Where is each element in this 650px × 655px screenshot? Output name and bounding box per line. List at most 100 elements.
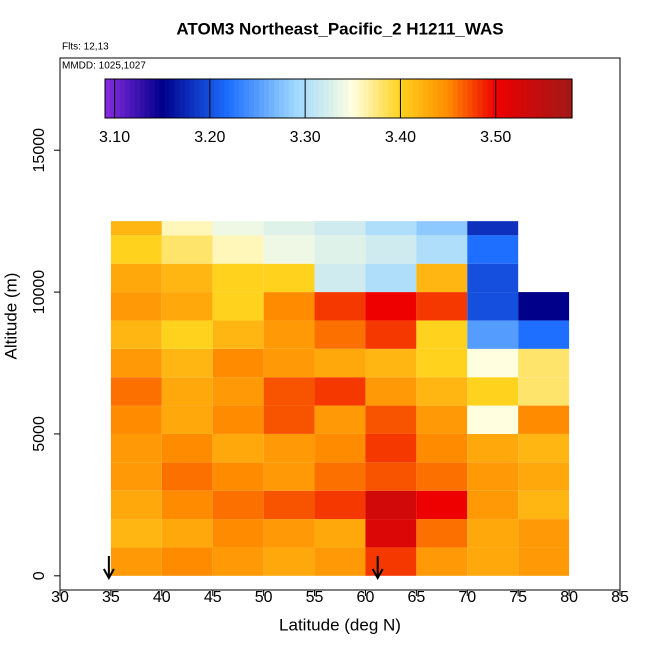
colorbar-swatch: [293, 79, 300, 118]
colorbar-swatch: [437, 79, 444, 118]
heat-cell: [518, 377, 570, 406]
heat-cell: [467, 235, 519, 264]
colorbar-swatch: [159, 79, 166, 118]
colorbar-swatch: [507, 79, 513, 118]
colorbar-swatch: [388, 79, 394, 118]
colorbar-swatch: [209, 79, 215, 118]
heat-cell: [518, 433, 570, 463]
heat-cell: [263, 462, 315, 491]
heat-cell: [110, 263, 162, 293]
heat-cell: [314, 377, 366, 406]
heat-cell: [416, 547, 468, 576]
heat-cell: [416, 235, 468, 264]
colorbar-swatch: [432, 79, 439, 118]
heat-cell: [467, 490, 519, 520]
heat-cell: [263, 547, 315, 576]
heat-cell: [416, 263, 468, 293]
colorbar-swatch: [373, 79, 379, 118]
heat-cell: [365, 320, 417, 349]
heat-cell: [416, 292, 468, 321]
colorbar-swatch: [323, 79, 330, 118]
heat-cell: [161, 433, 213, 463]
heat-cell: [110, 348, 162, 378]
heat-cell: [314, 263, 366, 293]
x-tick-label: 60: [357, 589, 375, 606]
colorbar-swatch: [462, 79, 469, 118]
colorbar-swatch: [154, 79, 161, 118]
colorbar-swatch: [343, 79, 350, 118]
heat-cell: [161, 405, 213, 434]
colorbar-swatch: [358, 79, 364, 118]
colorbar-swatch: [105, 79, 111, 118]
heat-cell: [314, 547, 366, 576]
heat-cell: [110, 519, 162, 548]
heat-cell: [212, 320, 264, 349]
flights-note: Flts: 12,13: [62, 42, 109, 53]
heat-cell: [416, 348, 468, 378]
colorbar-swatch: [254, 79, 260, 118]
heat-cell: [416, 462, 468, 491]
heat-cell: [416, 490, 468, 520]
colorbar-tick-label: 3.20: [194, 129, 225, 146]
heat-cell: [518, 547, 570, 576]
heat-cell: [212, 235, 264, 264]
colorbar-swatch: [328, 79, 335, 118]
heat-cell: [365, 377, 417, 406]
colorbar-swatch: [487, 79, 494, 118]
heat-cell: [161, 263, 213, 293]
heat-cell: [110, 377, 162, 406]
y-tick-label: 10000: [31, 270, 48, 315]
colorbar-swatch: [244, 79, 250, 118]
heat-cell: [161, 462, 213, 491]
colorbar-swatch: [472, 79, 479, 118]
heat-cell: [161, 292, 213, 321]
heat-cell: [110, 433, 162, 463]
heat-cell: [212, 348, 264, 378]
heat-cell: [110, 235, 162, 264]
colorbar-swatch: [144, 79, 151, 118]
heat-cell: [161, 348, 213, 378]
x-tick-label: 80: [560, 589, 578, 606]
heat-cell: [314, 221, 366, 236]
heat-cell: [467, 462, 519, 491]
heat-cell: [263, 433, 315, 463]
heat-cell: [263, 292, 315, 321]
colorbar-swatch: [537, 79, 543, 118]
colorbar-swatch: [542, 79, 548, 118]
heat-cell: [467, 433, 519, 463]
heat-cell: [314, 433, 366, 463]
heat-cell: [365, 348, 417, 378]
colorbar-swatch: [273, 79, 280, 118]
heat-cell: [467, 292, 519, 321]
colorbar-swatch: [313, 79, 320, 118]
colorbar-swatch: [184, 79, 191, 118]
colorbar-swatch: [522, 79, 528, 118]
heat-cell: [416, 519, 468, 548]
heat-cell: [518, 292, 570, 321]
heat-cell: [467, 320, 519, 349]
heat-cell: [518, 490, 570, 520]
arrow-head: [102, 568, 115, 581]
colorbar-tick-label: 3.30: [290, 129, 321, 146]
heat-cell: [416, 221, 468, 236]
heat-cell: [314, 235, 366, 264]
x-tick-label: 55: [306, 589, 324, 606]
colorbar-swatch: [149, 79, 156, 118]
heat-cell: [263, 320, 315, 349]
dates-note: MMDD: 1025,1027: [62, 61, 146, 72]
heat-cell: [467, 519, 519, 548]
colorbar-swatch: [353, 79, 359, 118]
colorbar-swatch: [512, 79, 518, 118]
x-tick-label: 50: [255, 589, 273, 606]
colorbar-swatch: [239, 79, 245, 118]
heat-cell: [263, 377, 315, 406]
colorbar-swatch: [214, 79, 220, 118]
colorbar-swatch: [413, 79, 419, 118]
heat-cell: [314, 292, 366, 321]
heat-cell: [518, 348, 570, 378]
heat-cell: [110, 221, 162, 236]
heat-cell: [314, 320, 366, 349]
colorbar-swatch: [308, 79, 315, 118]
heat-cell: [263, 263, 315, 293]
